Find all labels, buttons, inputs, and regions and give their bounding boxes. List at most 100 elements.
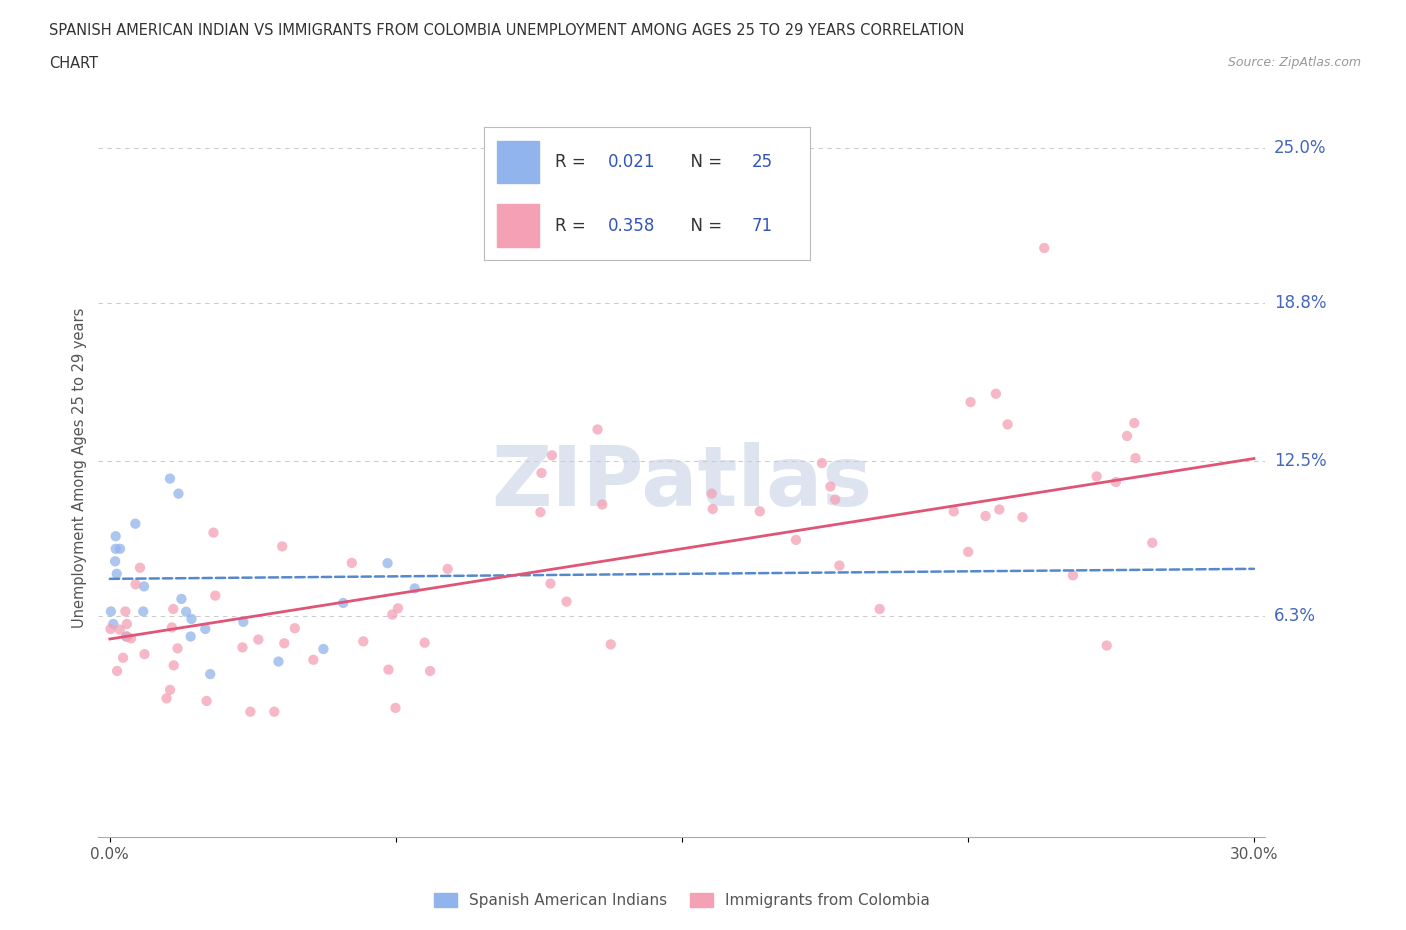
Point [105, 663, 128, 678]
Point [120, 631, 142, 646]
Point [1011, 510, 1033, 525]
Point [702, 501, 724, 516]
Point [530, 466, 553, 481]
Point [194, 621, 217, 636]
Point [132, 604, 155, 618]
Point [134, 646, 156, 661]
Point [100, 621, 122, 636]
Point [312, 642, 335, 657]
Point [115, 629, 138, 644]
Point [748, 504, 770, 519]
Point [869, 602, 891, 617]
Point [700, 486, 723, 501]
Point [1123, 416, 1146, 431]
Y-axis label: Unemployment Among Ages 25 to 29 years: Unemployment Among Ages 25 to 29 years [72, 307, 87, 628]
Legend: Spanish American Indians, Immigrants from Colombia: Spanish American Indians, Immigrants fro… [427, 887, 936, 914]
Point [163, 658, 186, 672]
Point [114, 604, 136, 618]
Point [104, 529, 127, 544]
Point [124, 577, 146, 591]
Point [1095, 638, 1118, 653]
Point [381, 607, 404, 622]
Point [103, 617, 125, 631]
Point [247, 632, 270, 647]
Point [174, 604, 197, 619]
Point [231, 640, 253, 655]
Point [377, 662, 399, 677]
Point [1062, 568, 1084, 583]
Point [302, 652, 325, 667]
Point [108, 622, 131, 637]
Point [180, 612, 202, 627]
Point [100, 604, 122, 618]
Point [263, 704, 285, 719]
Point [105, 566, 128, 581]
Point [824, 492, 846, 507]
Point [997, 417, 1019, 432]
Point [180, 629, 202, 644]
Point [232, 615, 254, 630]
Point [828, 558, 851, 573]
Point [1142, 536, 1164, 551]
Point [273, 636, 295, 651]
Point [957, 544, 980, 559]
Point [267, 654, 290, 669]
Point [1105, 474, 1128, 489]
Point [436, 562, 458, 577]
Point [377, 556, 399, 571]
Point [541, 448, 564, 463]
Point [204, 588, 226, 603]
Point [820, 479, 842, 494]
Point [352, 634, 374, 649]
Point [984, 386, 1007, 401]
Point [108, 541, 131, 556]
Point [124, 516, 146, 531]
Text: 18.8%: 18.8% [1274, 294, 1326, 312]
Point [785, 533, 807, 548]
Point [159, 472, 181, 486]
Point [811, 456, 834, 471]
Point [942, 504, 965, 519]
Point [1116, 429, 1139, 444]
Point [419, 664, 441, 679]
Point [271, 539, 294, 554]
Point [387, 601, 409, 616]
Point [384, 700, 406, 715]
Text: 25.0%: 25.0% [1274, 139, 1326, 157]
Point [167, 486, 190, 501]
Point [132, 579, 155, 594]
Point [538, 577, 561, 591]
Point [104, 541, 127, 556]
Point [200, 667, 222, 682]
Point [1033, 241, 1056, 256]
Text: ZIPatlas: ZIPatlas [492, 442, 872, 523]
Text: CHART: CHART [49, 56, 98, 71]
Point [115, 629, 138, 644]
Text: Source: ZipAtlas.com: Source: ZipAtlas.com [1227, 56, 1361, 69]
Point [404, 581, 426, 596]
Point [104, 554, 127, 569]
Point [591, 497, 613, 512]
Text: 6.3%: 6.3% [1274, 607, 1316, 626]
Point [129, 560, 152, 575]
Point [340, 555, 363, 570]
Point [284, 620, 307, 635]
Point [159, 683, 181, 698]
Point [115, 617, 138, 631]
Text: 12.5%: 12.5% [1274, 452, 1326, 470]
Point [555, 594, 578, 609]
Point [599, 637, 621, 652]
Point [529, 505, 551, 520]
Point [974, 509, 997, 524]
Point [170, 591, 193, 606]
Point [239, 704, 262, 719]
Point [413, 635, 436, 650]
Point [988, 502, 1011, 517]
Point [195, 694, 218, 709]
Point [162, 602, 184, 617]
Point [586, 422, 609, 437]
Point [1085, 469, 1108, 484]
Point [1125, 451, 1147, 466]
Point [160, 620, 183, 635]
Point [959, 394, 981, 409]
